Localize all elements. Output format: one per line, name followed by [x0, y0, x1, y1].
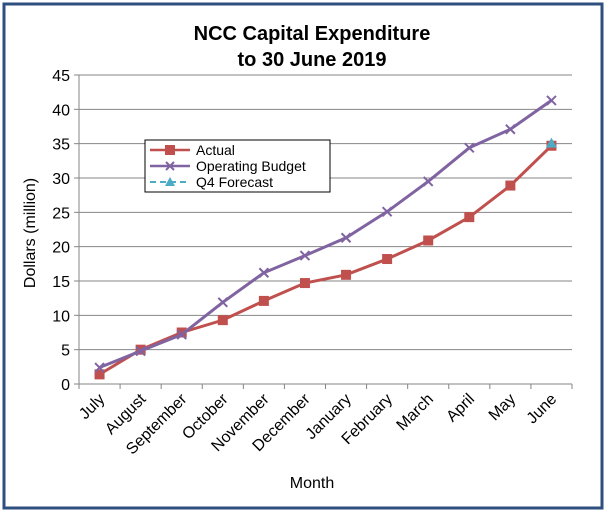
point-marker — [505, 124, 516, 135]
point-marker — [217, 297, 228, 308]
x-tick-label: July — [76, 391, 108, 423]
point-marker — [176, 329, 187, 340]
y-tick-label: 35 — [52, 137, 70, 154]
x-tick-label: May — [486, 391, 519, 424]
point-marker — [176, 327, 187, 338]
point-marker — [258, 295, 269, 306]
y-tick-label: 45 — [52, 68, 70, 85]
point-marker — [94, 369, 105, 380]
legend-actual-marker — [165, 145, 175, 155]
y-axis-ticks: 0 5 10 15 20 25 30 35 40 45 — [52, 68, 79, 394]
point-marker — [217, 315, 228, 326]
y-tick-label: 30 — [52, 171, 70, 188]
y-tick-label: 25 — [52, 205, 70, 222]
point-marker — [94, 362, 105, 373]
y-tick-label: 10 — [52, 308, 70, 325]
point-marker — [340, 232, 352, 243]
chart-title-line-2: to 30 June 2019 — [238, 49, 387, 71]
point-marker — [135, 345, 146, 357]
x-tick-label: March — [394, 391, 437, 434]
series-layer — [94, 95, 557, 380]
series-line-0 — [98, 144, 553, 376]
y-tick-label: 5 — [61, 343, 70, 360]
series-line-1 — [98, 99, 553, 369]
point-marker — [382, 254, 393, 265]
point-marker — [341, 269, 352, 280]
point-marker — [299, 250, 311, 261]
point-marker — [423, 235, 434, 246]
legend-actual-label: Actual — [196, 142, 235, 158]
x-axis-ticks: JulyAugustSeptemberOctoberNovemberDecemb… — [76, 384, 573, 458]
x-axis-label: Month — [290, 475, 334, 492]
point-marker — [545, 137, 557, 148]
gridlines — [78, 74, 572, 385]
legend-budget-label: Operating Budget — [196, 158, 306, 174]
y-axis-label: Dollars (million) — [22, 178, 39, 288]
chart-title-line-1: NCC Capital Expenditure — [194, 23, 431, 45]
point-marker — [381, 206, 393, 217]
x-tick-label: June — [524, 391, 561, 428]
y-tick-label: 20 — [52, 240, 70, 257]
legend-forecast-marker — [165, 177, 175, 186]
point-marker — [464, 142, 475, 153]
point-marker — [505, 180, 516, 191]
legend-forecast-label: Q4 Forecast — [196, 174, 273, 190]
x-tick-label: April — [443, 391, 478, 426]
legend-budget-marker — [165, 161, 175, 171]
point-marker — [258, 267, 270, 278]
point-marker — [464, 212, 475, 223]
legend: Actual Operating Budget Q4 Forecast — [144, 139, 331, 193]
y-tick-label: 40 — [52, 102, 70, 119]
point-marker — [299, 278, 310, 289]
point-marker — [546, 95, 557, 106]
y-tick-label: 15 — [52, 274, 70, 291]
y-tick-label: 0 — [61, 377, 70, 394]
point-marker — [423, 176, 434, 187]
